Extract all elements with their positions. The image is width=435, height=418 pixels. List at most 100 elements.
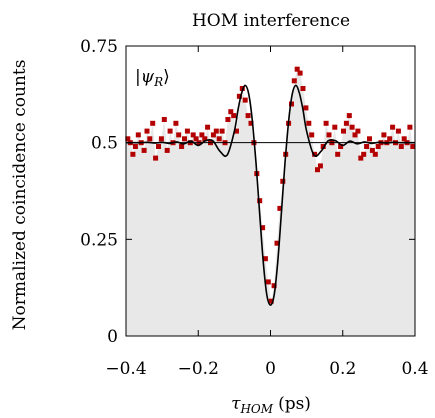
- state-annotation: |ψR⟩: [135, 67, 170, 89]
- data-point: [277, 205, 283, 211]
- data-point: [161, 117, 167, 122]
- data-point: [190, 132, 196, 138]
- data-point: [182, 136, 187, 142]
- data-point: [228, 109, 234, 115]
- data-point: [369, 147, 375, 153]
- x-tick-label: 0: [265, 359, 276, 379]
- data-point: [401, 136, 407, 142]
- data-point: [372, 151, 378, 157]
- annotation-close: ⟩: [163, 67, 170, 87]
- annotation-sub: R: [153, 75, 163, 89]
- x-label-sub: HOM: [239, 402, 273, 416]
- data-point: [167, 128, 173, 134]
- data-point: [271, 283, 277, 289]
- data-point: [346, 113, 352, 119]
- data-point: [289, 101, 294, 107]
- data-point: [309, 132, 315, 138]
- data-point: [280, 178, 286, 184]
- data-point: [320, 144, 326, 149]
- data-point: [248, 120, 254, 126]
- data-point: [398, 144, 404, 149]
- data-point: [147, 136, 153, 142]
- annotation-main: |ψ: [135, 67, 155, 87]
- data-point: [219, 128, 225, 134]
- data-point: [205, 124, 211, 130]
- data-point: [210, 132, 216, 138]
- data-point: [130, 151, 136, 157]
- x-tick-label: −0.2: [178, 359, 219, 379]
- data-point: [135, 132, 141, 138]
- data-point: [262, 256, 268, 262]
- data-point: [395, 128, 401, 134]
- data-point: [358, 155, 364, 161]
- x-tick-label: 0.2: [329, 359, 356, 379]
- x-label-main: τ: [231, 394, 241, 414]
- chart-title: HOM interference: [192, 11, 350, 31]
- data-point: [213, 128, 219, 134]
- x-tick-label: −0.4: [105, 359, 146, 379]
- y-tick-label: 0: [107, 327, 118, 347]
- x-label-unit: (ps): [278, 394, 311, 414]
- x-axis: −0.4 −0.2 0 0.2 0.4: [105, 46, 429, 379]
- y-axis-label: Normalized coincidence counts: [10, 60, 30, 331]
- data-point: [158, 136, 164, 142]
- data-point: [317, 163, 323, 169]
- data-point: [306, 120, 312, 126]
- data-point: [323, 120, 329, 126]
- data-point: [202, 136, 208, 142]
- data-point: [173, 120, 179, 126]
- data-point: [257, 198, 263, 204]
- data-point: [355, 128, 361, 134]
- y-axis: 0 0.25 0.5 0.75: [80, 37, 415, 347]
- data-point: [268, 298, 274, 304]
- data-point: [349, 124, 355, 130]
- x-axis-label: τHOM (ps): [231, 394, 311, 416]
- data-point: [239, 86, 245, 91]
- data-point: [375, 144, 381, 149]
- data-point: [274, 240, 280, 246]
- data-point: [245, 113, 251, 119]
- data-point: [361, 151, 367, 157]
- data-point: [164, 147, 170, 153]
- data-point: [265, 279, 271, 285]
- data-point: [184, 128, 190, 134]
- data-point: [335, 151, 341, 157]
- data-point: [236, 93, 242, 99]
- data-point: [141, 147, 147, 153]
- data-point: [231, 113, 237, 119]
- data-fill-area: [126, 69, 415, 336]
- data-point: [225, 117, 231, 122]
- data-point: [303, 105, 309, 111]
- data-point: [367, 136, 372, 142]
- data-point: [332, 124, 338, 130]
- data-point: [381, 132, 387, 138]
- data-point: [156, 144, 161, 149]
- data-point: [297, 70, 303, 76]
- data-point: [132, 144, 138, 149]
- data-point: [144, 128, 150, 134]
- data-point: [291, 78, 297, 84]
- data-point: [326, 132, 332, 138]
- y-tick-label: 0.75: [80, 37, 118, 57]
- data-point: [338, 144, 344, 149]
- y-tick-label: 0.25: [80, 230, 118, 250]
- data-point: [242, 97, 248, 103]
- data-point: [234, 128, 239, 134]
- data-points: [125, 66, 416, 304]
- data-point: [364, 144, 370, 149]
- data-point: [153, 155, 159, 161]
- data-point: [352, 132, 358, 138]
- data-point: [390, 124, 396, 130]
- data-point: [216, 136, 222, 142]
- data-point: [176, 132, 182, 138]
- data-point: [300, 86, 306, 91]
- data-point: [125, 136, 131, 142]
- data-point: [294, 66, 300, 72]
- x-tick-label: 0.4: [401, 359, 428, 379]
- data-point: [312, 151, 318, 157]
- y-tick-label: 0.5: [91, 134, 118, 154]
- data-point: [199, 132, 205, 138]
- data-point: [407, 124, 413, 130]
- data-point: [193, 136, 199, 142]
